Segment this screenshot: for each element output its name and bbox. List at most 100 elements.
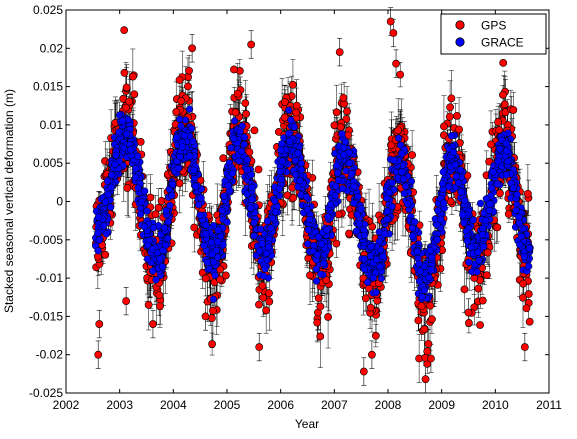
gps-point [208, 340, 215, 347]
gps-point [131, 91, 138, 98]
gps-point [293, 109, 300, 116]
gps-point [232, 109, 239, 116]
gps-point [156, 303, 163, 310]
gps-point [476, 321, 483, 328]
gps-point [242, 110, 249, 117]
gps-point [461, 286, 468, 293]
gps-point [222, 272, 229, 279]
gps-point [362, 295, 369, 302]
gps-point [395, 127, 402, 134]
gps-point [324, 313, 331, 320]
gps-point [173, 108, 180, 115]
gps-point [189, 45, 196, 52]
gps-point [314, 319, 321, 326]
gps-point [248, 41, 255, 48]
gps-point [202, 313, 209, 320]
gps-point [251, 127, 258, 134]
gps-point [421, 326, 428, 333]
gps-point [234, 90, 241, 97]
gps-point [265, 290, 272, 297]
gps-point [102, 251, 109, 258]
gps-point [317, 333, 324, 340]
gps-point [123, 297, 130, 304]
gps-point [525, 290, 532, 297]
gps-point [465, 319, 472, 326]
gps-point [289, 81, 296, 88]
gps-point [336, 49, 343, 56]
gps-point [367, 304, 374, 311]
gps-point [126, 98, 133, 105]
gps-point [184, 83, 191, 90]
gps-point [440, 123, 447, 130]
gps-point [494, 224, 501, 231]
gps-point [317, 303, 324, 310]
gps-point [156, 292, 163, 299]
gps-point [242, 100, 249, 107]
gps-point [397, 71, 404, 78]
gps-point [155, 204, 162, 211]
gps-point [521, 343, 528, 350]
gps-point [422, 376, 429, 383]
gps-point [208, 315, 215, 322]
gps-point [333, 109, 340, 116]
gps-point [315, 295, 322, 302]
gps-point [149, 320, 156, 327]
gps-point [526, 318, 533, 325]
gps-point [465, 309, 472, 316]
gps-point [202, 275, 209, 282]
gps-point [519, 280, 526, 287]
gps-point [178, 97, 185, 104]
gps-point [475, 285, 482, 292]
gps-point [446, 113, 453, 120]
gps-point [484, 249, 491, 256]
gps-point [337, 123, 344, 130]
gps-point [191, 224, 198, 231]
gps-point [345, 230, 352, 237]
gps-point [123, 84, 130, 91]
gps-point [505, 210, 512, 217]
gps-point [129, 73, 136, 80]
gps-point [176, 180, 183, 187]
gps-point [390, 29, 397, 36]
gps-point [453, 112, 460, 119]
gps-point [425, 340, 432, 347]
gps-point [230, 66, 237, 73]
gps-point [340, 94, 347, 101]
gps-point [483, 272, 490, 279]
gps-point [455, 126, 462, 133]
gps-point [121, 27, 128, 34]
gps-point [343, 108, 350, 115]
gps-point [96, 320, 103, 327]
gps-point [447, 104, 454, 111]
gps-point [121, 69, 128, 76]
gps-point [387, 18, 394, 25]
gps-point [209, 307, 216, 314]
gps-point [95, 351, 102, 358]
gps-point [424, 348, 431, 355]
gps-point [360, 368, 367, 375]
gps-point [266, 298, 273, 305]
gps-point [368, 351, 375, 358]
gps-point [510, 106, 517, 113]
grace-point [373, 289, 380, 296]
gps-point [263, 307, 270, 314]
gps-point [255, 166, 262, 173]
gps-point [147, 194, 154, 201]
gps-point [427, 355, 434, 362]
gps-point [290, 194, 297, 201]
gps-point [185, 67, 192, 74]
gps-point [259, 282, 266, 289]
gps-point [409, 151, 416, 158]
gps-point [372, 332, 379, 339]
gps-point [415, 317, 422, 324]
gps-point [124, 184, 131, 191]
gps-point [496, 190, 503, 197]
gps-point [523, 305, 530, 312]
gps-point [501, 101, 508, 108]
gps-point [306, 272, 313, 279]
gps-point [499, 91, 506, 98]
gps-point [428, 316, 435, 323]
gps-point [448, 95, 455, 102]
gps-point [145, 301, 152, 308]
